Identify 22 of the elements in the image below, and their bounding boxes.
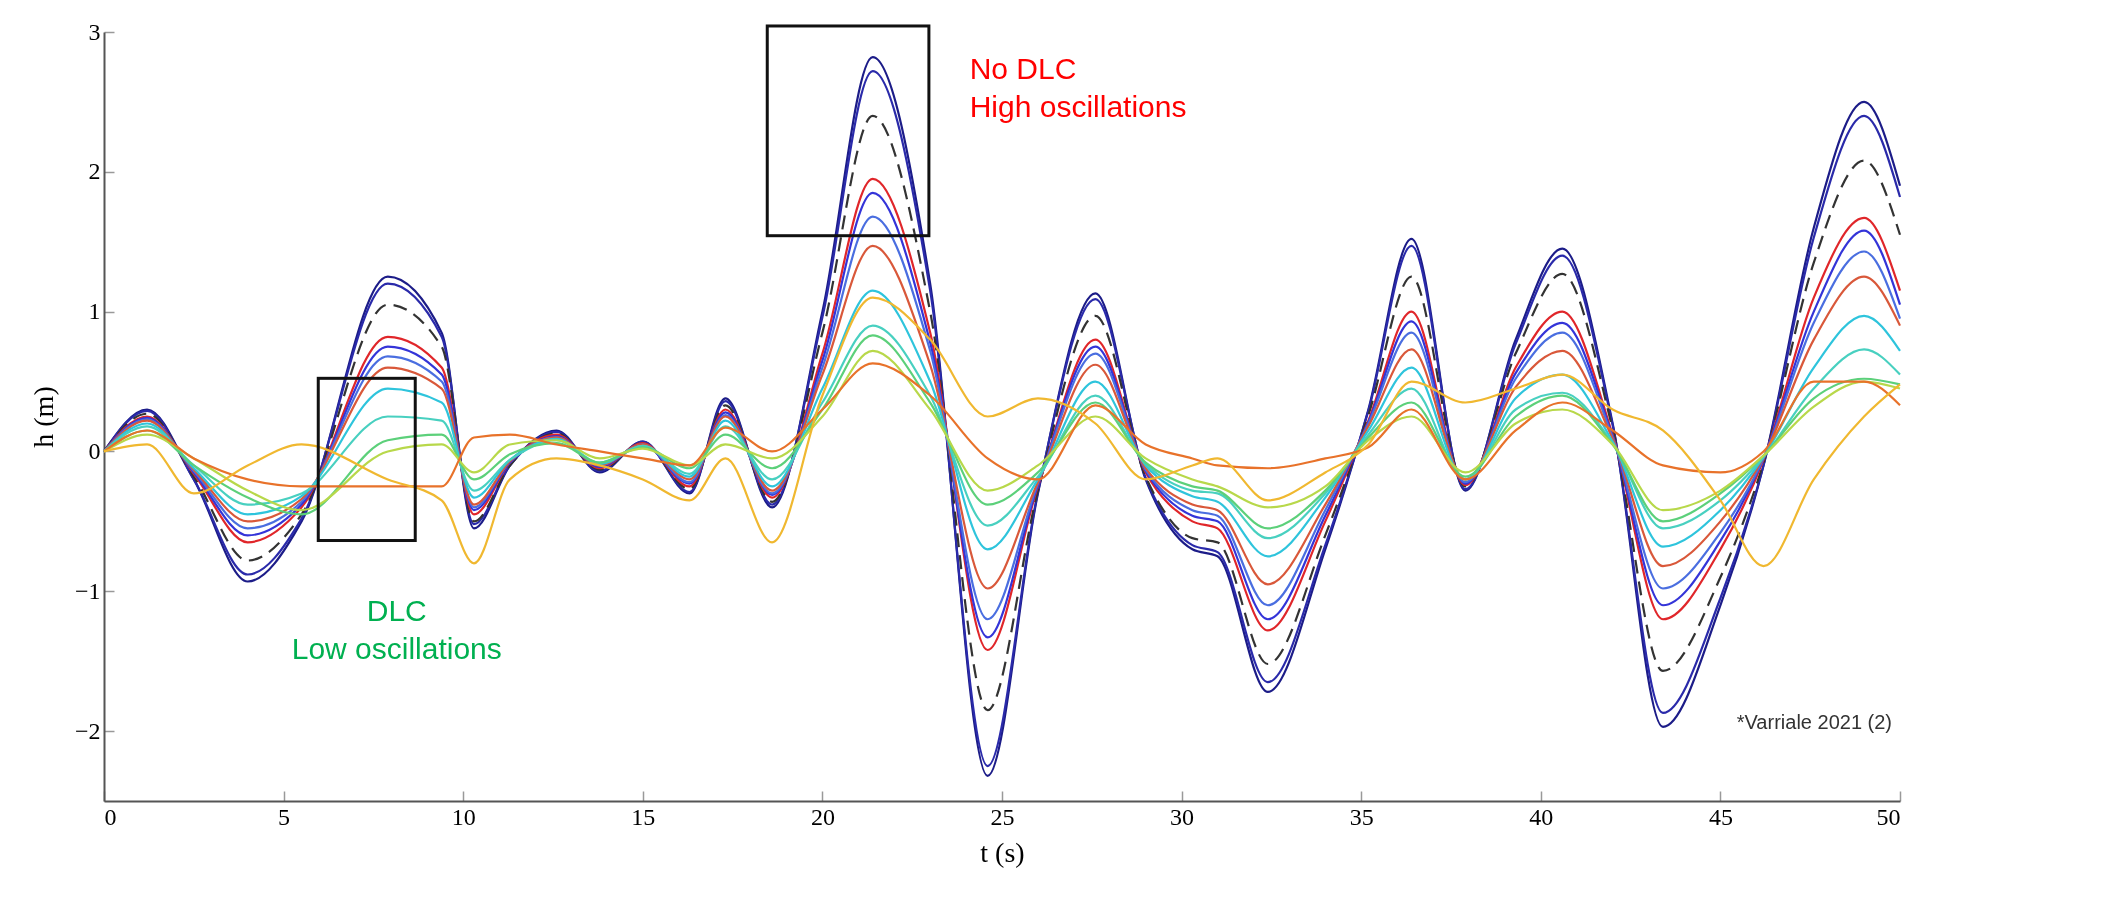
annotation: No DLC High oscillations [969, 52, 1187, 123]
x-tick-label: 5 [278, 803, 291, 830]
x-tick-label: 50 [1876, 803, 1901, 830]
x-axis-title: t (s) [980, 836, 1025, 868]
y-tick-label: 3 [88, 18, 101, 45]
y-tick-label: −1 [74, 577, 101, 604]
x-tick-label: 15 [631, 803, 656, 830]
annotation: DLC Low oscillations [291, 594, 502, 665]
x-tick-label: 35 [1349, 803, 1374, 830]
annotation: *Varriale 2021 (2) [1736, 710, 1892, 733]
x-tick-label: 25 [990, 803, 1015, 830]
x-tick-label: 20 [810, 803, 835, 830]
y-tick-label: 1 [88, 298, 101, 325]
x-tick-label: 30 [1170, 803, 1195, 830]
y-tick-label: 2 [88, 158, 101, 185]
y-tick-label: −2 [74, 717, 101, 744]
line-series [102, 362, 1902, 488]
y-axis-title: h (m) [27, 386, 59, 448]
x-tick-label: 40 [1529, 803, 1554, 830]
x-tick-label: 45 [1708, 803, 1733, 830]
y-tick-label: 0 [88, 437, 101, 464]
x-tick-label: 10 [451, 803, 476, 830]
